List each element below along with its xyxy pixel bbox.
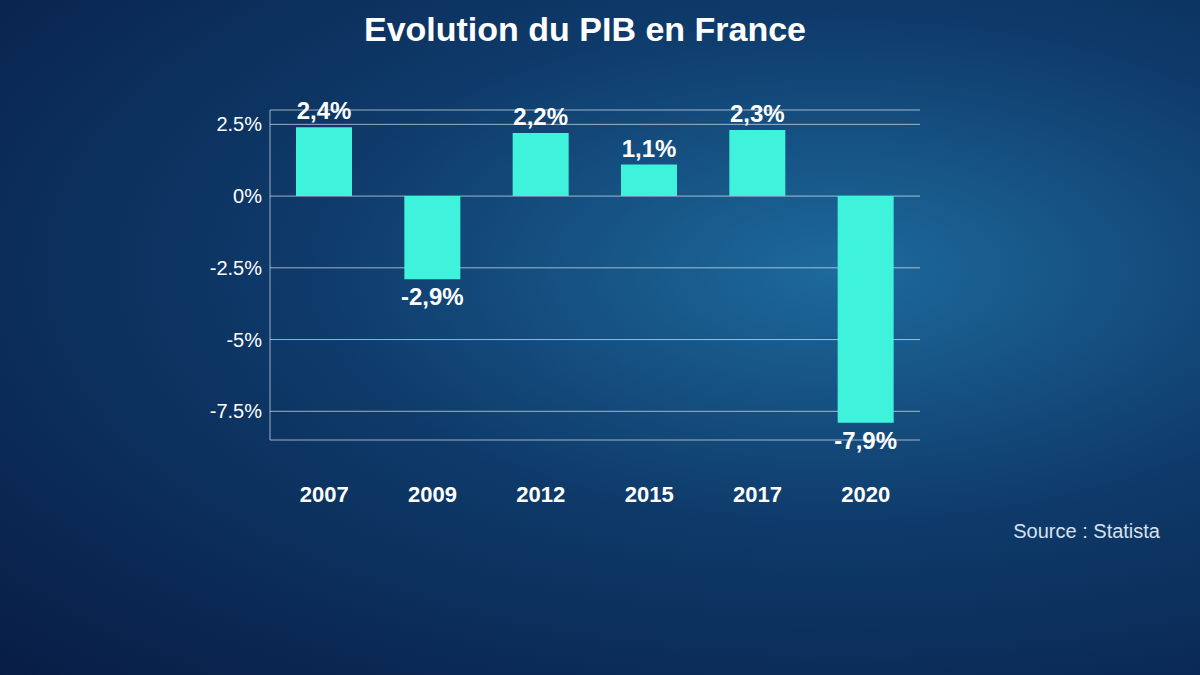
svg-text:-2,9%: -2,9% [401,283,464,310]
svg-text:2012: 2012 [516,482,565,507]
svg-text:2,4%: 2,4% [297,97,352,124]
svg-text:2017: 2017 [733,482,782,507]
svg-text:2,2%: 2,2% [513,103,568,130]
svg-text:-7.5%: -7.5% [210,400,262,422]
svg-text:0%: 0% [233,185,262,207]
svg-text:-7,9%: -7,9% [834,427,897,454]
html-text:Evolution du PIB en France: Evolution du PIB en France [364,10,806,48]
svg-text:2020: 2020 [841,482,890,507]
svg-text:2,3%: 2,3% [730,100,785,127]
svg-text:-2.5%: -2.5% [210,257,262,279]
svg-text:2.5%: 2.5% [216,113,262,135]
svg-text:2007: 2007 [300,482,349,507]
svg-text:1,1%: 1,1% [622,135,677,162]
svg-text:2009: 2009 [408,482,457,507]
svg-text:2015: 2015 [625,482,674,507]
html-text:Source : Statista: Source : Statista [1013,520,1160,542]
svg-text:-5%: -5% [226,329,262,351]
